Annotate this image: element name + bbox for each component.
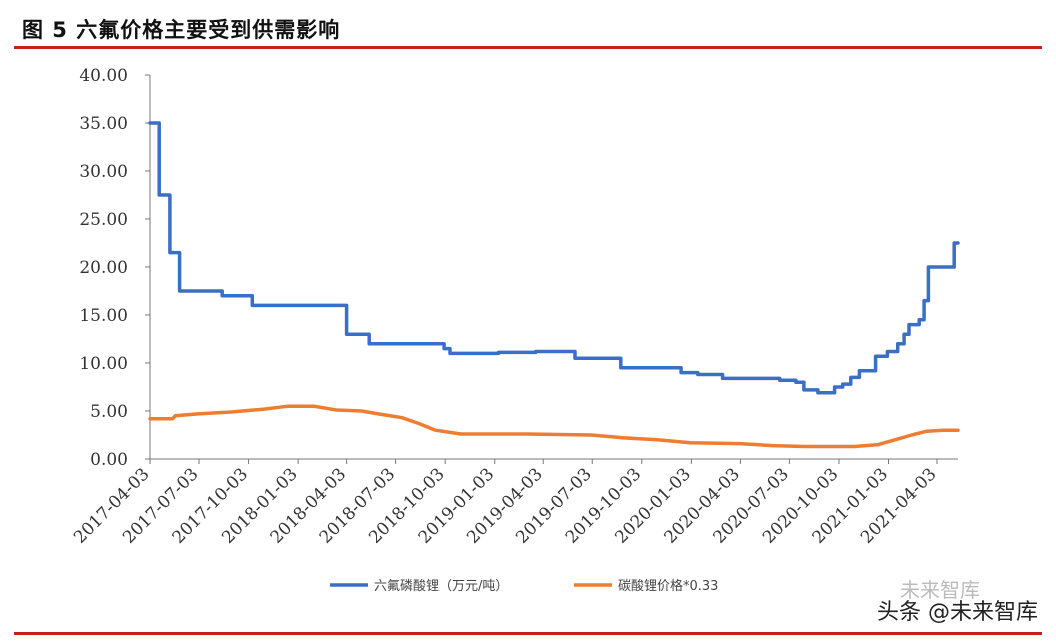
y-tick-label: 35.00 <box>79 114 128 134</box>
figure-title: 图 5 六氟价格主要受到供需影响 <box>22 18 341 42</box>
faint-watermark: 未来智库 <box>900 578 980 602</box>
series-line-1 <box>148 121 960 395</box>
chart-plot-area <box>148 121 960 449</box>
y-tick-label: 5.00 <box>90 402 128 422</box>
y-tick-label: 40.00 <box>79 66 128 86</box>
watermark-text: 头条 @未来智库 <box>877 600 1038 625</box>
legend-label-2: 碳酸锂价格*0.33 <box>618 578 718 594</box>
y-tick-label: 25.00 <box>79 210 128 230</box>
y-tick-label: 20.00 <box>79 258 128 278</box>
bottom-rule <box>14 632 1042 635</box>
chart-legend: 六氟磷酸锂（万元/吨） 碳酸锂价格*0.33 <box>330 578 718 594</box>
chart-axes: 0.00 5.00 10.00 15.00 20.00 25.00 30.00 35.00 40… <box>70 66 958 548</box>
legend-label-1: 六氟磷酸锂（万元/吨） <box>374 579 508 594</box>
top-rule <box>14 46 1042 49</box>
y-tick-label: 15.00 <box>79 306 128 326</box>
y-tick-label: 10.00 <box>79 354 128 374</box>
series-line-2 <box>148 404 960 449</box>
y-tick-label: 0.00 <box>90 450 128 470</box>
watermark: 头条 @未来智库 <box>877 594 1038 626</box>
y-tick-label: 30.00 <box>79 162 128 182</box>
